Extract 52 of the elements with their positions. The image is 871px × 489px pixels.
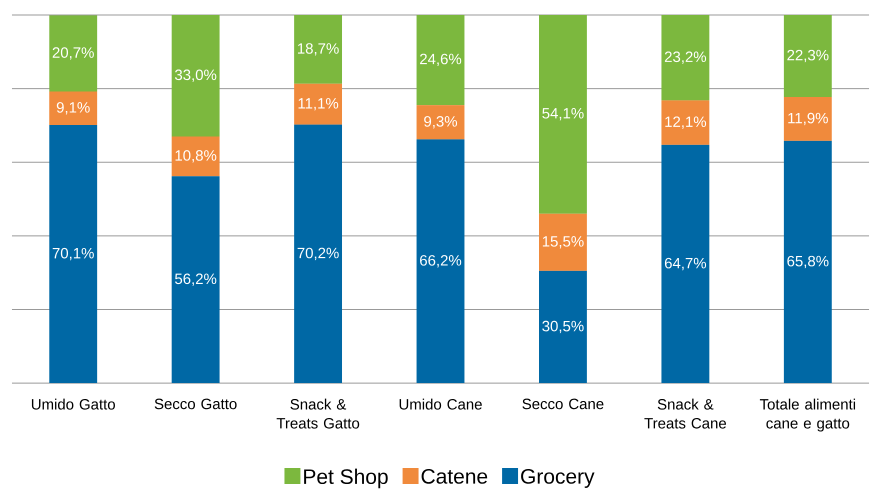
x-tick-label: Snack & Treats Gatto: [276, 398, 360, 428]
data-label: 10,8%: [176, 150, 216, 162]
data-label: 23,2%: [664, 51, 706, 64]
data-label: 70,1%: [52, 248, 94, 260]
data-label: 64,7%: [664, 258, 706, 270]
legend-label: Catene: [422, 468, 488, 484]
data-label: 30,5%: [542, 320, 584, 333]
bar: [539, 270, 587, 383]
x-tick-label: Totale alimenti cane e gatto: [760, 398, 856, 432]
data-label: 18,7%: [298, 43, 339, 56]
legend-label: Pet Shop: [304, 468, 388, 488]
bar: [172, 136, 220, 176]
data-label: 33,0%: [174, 69, 216, 82]
data-label: 15,5%: [542, 236, 584, 248]
bar: [172, 176, 220, 383]
data-label: 66,2%: [420, 254, 462, 268]
bar: [539, 214, 587, 271]
x-tick-label: Secco Cane: [522, 398, 604, 410]
x-tick-label: Secco Gatto: [154, 398, 237, 410]
bar: [294, 84, 342, 125]
data-label: 9,3%: [424, 116, 458, 128]
bar: [784, 140, 832, 383]
bar: [416, 104, 464, 140]
bar: [49, 124, 98, 383]
bar: [661, 14, 710, 100]
bar: [416, 139, 464, 383]
bar: [294, 14, 342, 84]
data-label: 54,1%: [542, 108, 584, 120]
legend-label: Grocery: [521, 468, 595, 488]
bar: [539, 14, 587, 214]
x-tick-label: Umido Gatto: [32, 398, 115, 410]
bar: [784, 14, 832, 97]
data-label: 20,7%: [52, 47, 94, 60]
data-label: 22,3%: [787, 50, 828, 62]
data-label: 56,2%: [175, 273, 216, 286]
x-tick-label: Umido Cane: [400, 398, 482, 410]
data-label: 24,6%: [420, 54, 462, 66]
bar: [661, 144, 710, 383]
bar: [49, 91, 98, 125]
bar: [416, 14, 464, 105]
bar: [172, 14, 220, 136]
data-label: 9,1%: [56, 102, 90, 114]
data-label: 11,9%: [788, 112, 828, 125]
x-tick-label: Snack & Treats Cane: [644, 398, 726, 428]
data-label: 65,8%: [787, 256, 828, 268]
bar: [784, 96, 832, 141]
bar: [294, 124, 342, 383]
data-label: 12,1%: [665, 116, 706, 129]
bar: [49, 15, 98, 92]
bar: [661, 100, 710, 145]
data-label: 70,2%: [298, 248, 339, 260]
data-label: 11,1%: [298, 98, 338, 110]
